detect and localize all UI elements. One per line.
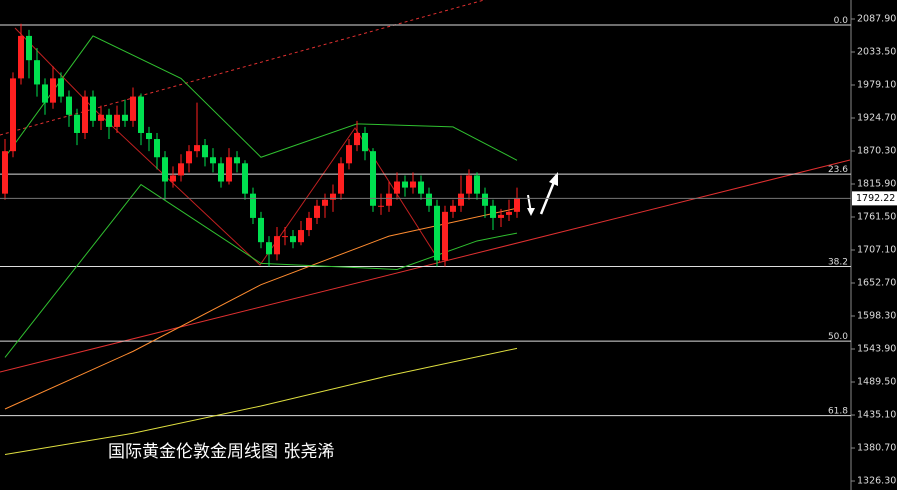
candle-body [450, 205, 456, 212]
candle-body [34, 60, 40, 85]
price-label: 1792.22 [856, 193, 895, 204]
candle-body [346, 145, 352, 164]
y-tick-label: 2033.50 [857, 46, 896, 57]
y-tick-label: 1979.10 [857, 79, 896, 90]
candle-body [10, 78, 16, 152]
candle-body [18, 35, 24, 79]
y-tick-label: 1870.30 [857, 145, 896, 156]
candle-body [26, 35, 32, 61]
y-tick-label: 1652.70 [857, 278, 896, 289]
candle-body [418, 181, 424, 194]
fib-label: 50.0 [828, 332, 848, 342]
candle-body [106, 114, 112, 127]
candle-body [378, 205, 384, 207]
candle-body [58, 78, 64, 97]
candle-body [306, 217, 312, 231]
candle-body [282, 236, 288, 238]
fib-label: 38.2 [828, 257, 848, 267]
candle-body [490, 205, 496, 218]
arrow-head [549, 172, 558, 186]
chart-title: 国际黄金伦敦金周线图 张尧浠 [108, 442, 334, 462]
candle-body [234, 157, 240, 164]
candle-body [210, 157, 216, 164]
candle-body [170, 175, 176, 182]
candle-body [442, 211, 448, 261]
candle-body [434, 205, 440, 261]
candle-body [50, 78, 56, 103]
y-tick-label: 1598.30 [857, 311, 896, 322]
candle-body [386, 193, 392, 206]
candle-body [354, 132, 360, 146]
candle-body [194, 145, 200, 152]
y-tick-label: 1707.10 [857, 245, 896, 256]
candle-body [66, 96, 72, 115]
candle-body [298, 230, 304, 243]
candle-body [290, 236, 296, 243]
candle-body [426, 193, 432, 206]
candle-body [162, 157, 168, 182]
candle-body [138, 96, 144, 133]
candle-body [338, 163, 344, 194]
candle-body [146, 132, 152, 140]
y-tick-label: 2087.90 [857, 13, 896, 24]
y-tick-label: 1761.50 [857, 212, 896, 223]
y-tick-label: 1489.50 [857, 377, 896, 388]
candle-body [242, 163, 248, 194]
candle-body [202, 145, 208, 158]
candle-body [42, 84, 48, 103]
candle-body [98, 114, 104, 121]
y-tick-label: 1543.90 [857, 344, 896, 355]
candle-body [2, 151, 8, 194]
candle-body [154, 139, 160, 158]
candle-body [482, 193, 488, 206]
candle-body [514, 198, 520, 212]
fib-label: 61.8 [828, 407, 848, 417]
y-tick-label: 1435.10 [857, 410, 896, 421]
candle-body [466, 175, 472, 194]
y-tick-label: 1380.70 [857, 443, 896, 454]
candle-body [322, 199, 328, 206]
candle-body [458, 193, 464, 206]
candle-body [250, 193, 256, 218]
fib-label: 23.6 [828, 165, 848, 175]
y-tick-label: 1924.70 [857, 112, 896, 123]
candle-body [130, 96, 136, 121]
candle-body [314, 205, 320, 218]
candle-body [362, 132, 368, 152]
candle-body [74, 114, 80, 133]
candle-body [274, 236, 280, 255]
candle-body [394, 181, 400, 194]
candle-body [226, 157, 232, 182]
candle-body [114, 114, 120, 127]
candle-body [410, 181, 416, 188]
candle-body [506, 211, 512, 215]
arrow-head [527, 208, 535, 216]
candle-body [498, 214, 504, 218]
fib-label: 0.0 [834, 16, 849, 26]
indicator-line [4, 35, 518, 161]
candle-body [330, 193, 336, 200]
y-tick-label: 1326.30 [857, 476, 896, 487]
candle-body [474, 175, 480, 194]
candle-body [218, 163, 224, 182]
candle-body [266, 242, 272, 255]
y-tick-label: 1815.90 [857, 179, 896, 190]
candle-body [122, 114, 128, 121]
candle-body [258, 217, 264, 243]
candle-body [82, 96, 88, 133]
candle-body [370, 151, 376, 206]
zigzag [14, 27, 441, 266]
indicator-line [4, 183, 518, 358]
candle-body [178, 163, 184, 176]
indicator-line [4, 347, 518, 456]
candle-body [186, 151, 192, 164]
candle-body [402, 181, 408, 188]
candle-body [90, 96, 96, 121]
price-box [852, 191, 897, 206]
indicator-line [4, 207, 518, 410]
